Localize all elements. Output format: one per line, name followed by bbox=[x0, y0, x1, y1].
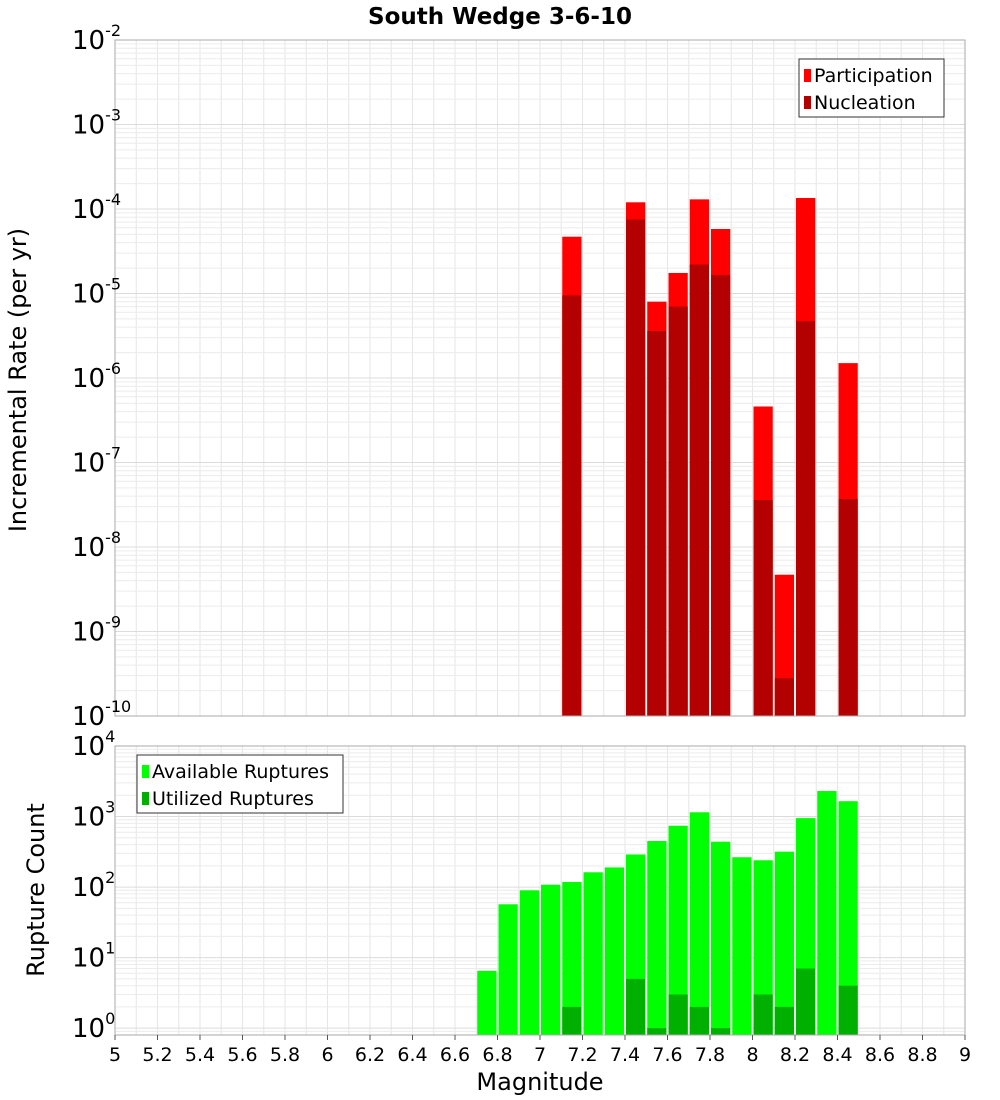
x-tick-label: 9 bbox=[959, 1044, 971, 1066]
x-tick-label: 6 bbox=[321, 1044, 333, 1066]
bar bbox=[519, 890, 539, 1035]
bar bbox=[604, 867, 624, 1035]
bar bbox=[647, 841, 667, 1035]
bar bbox=[647, 1028, 667, 1035]
x-tick-label: 8.2 bbox=[780, 1044, 810, 1066]
bar bbox=[498, 904, 518, 1035]
bar bbox=[774, 1006, 794, 1035]
bar bbox=[711, 1028, 731, 1035]
bar bbox=[796, 968, 816, 1035]
y-tick-label: 10-6 bbox=[72, 359, 121, 394]
bar bbox=[689, 264, 709, 716]
bar bbox=[477, 970, 497, 1035]
bar bbox=[796, 321, 816, 716]
bar bbox=[817, 791, 837, 1035]
bar bbox=[753, 860, 773, 1035]
bar bbox=[626, 219, 646, 717]
legend: Available Ruptures Utilized Ruptures bbox=[136, 754, 344, 814]
x-tick-label: 6.8 bbox=[482, 1044, 512, 1066]
plot-frame bbox=[114, 39, 966, 717]
y-tick-label: 10-9 bbox=[72, 613, 121, 648]
y-tick-label: 101 bbox=[72, 939, 115, 974]
count-y-axis-title: Rupture Count bbox=[22, 803, 50, 977]
y-tick-label: 103 bbox=[72, 798, 115, 833]
bar bbox=[668, 994, 688, 1035]
bar bbox=[647, 330, 667, 716]
rate-y-axis-title: Incremental Rate (per yr) bbox=[4, 228, 32, 532]
legend-label: Utilized Ruptures bbox=[152, 788, 314, 810]
legend-label: Nucleation bbox=[814, 92, 916, 114]
x-tick-label: 8 bbox=[746, 1044, 758, 1066]
bar bbox=[668, 825, 688, 1035]
legend-swatch bbox=[804, 69, 811, 82]
y-tick-label: 10-8 bbox=[72, 528, 121, 563]
x-tick-label: 5.6 bbox=[227, 1044, 257, 1066]
legend-box bbox=[798, 58, 945, 118]
bar bbox=[838, 498, 858, 716]
legend-swatch bbox=[142, 792, 149, 805]
bar bbox=[711, 275, 731, 716]
x-tick-label: 8.4 bbox=[822, 1044, 852, 1066]
bar bbox=[838, 985, 858, 1035]
legend-swatch bbox=[142, 765, 149, 778]
chart-title: South Wedge 3-6-10 bbox=[368, 4, 632, 30]
bar bbox=[689, 1006, 709, 1035]
legend-label: Available Ruptures bbox=[152, 761, 329, 783]
x-tick-label: 5.8 bbox=[270, 1044, 300, 1066]
x-tick-label: 7.8 bbox=[695, 1044, 725, 1066]
bar bbox=[541, 884, 561, 1035]
bar bbox=[689, 812, 709, 1035]
y-tick-label: 10-5 bbox=[72, 275, 121, 310]
y-tick-label: 104 bbox=[72, 727, 115, 762]
rate-panel: 10-10 10-9 10-8 10-7 10-6 10-5 10-4 10-3 10-2 Par… bbox=[72, 21, 966, 732]
legend: Participation Nucleation bbox=[798, 58, 945, 118]
bar bbox=[774, 678, 794, 716]
y-tick-label: 10-10 bbox=[72, 697, 131, 732]
y-tick-label: 10-7 bbox=[72, 444, 121, 479]
series-front bbox=[562, 219, 858, 717]
legend-label: Participation bbox=[814, 65, 933, 87]
legend-swatch bbox=[804, 96, 811, 109]
series-front bbox=[562, 968, 858, 1035]
legend-box bbox=[136, 754, 344, 814]
x-tick-label: 7.4 bbox=[610, 1044, 640, 1066]
rupture-count-panel: 100 101 102 103 104 Available Ruptures Utilize… bbox=[72, 727, 971, 1066]
x-tick-label: 5.4 bbox=[185, 1044, 215, 1066]
x-tick-label: 7.6 bbox=[652, 1044, 682, 1066]
bar bbox=[562, 1006, 582, 1035]
bar bbox=[753, 994, 773, 1035]
bar bbox=[626, 978, 646, 1035]
x-tick-label: 8.8 bbox=[907, 1044, 937, 1066]
x-tick-label: 8.6 bbox=[865, 1044, 895, 1066]
x-tick-label: 5 bbox=[109, 1044, 121, 1066]
x-tick-label: 5.2 bbox=[142, 1044, 172, 1066]
bar bbox=[732, 857, 752, 1035]
grid bbox=[114, 39, 966, 717]
bar bbox=[562, 295, 582, 716]
bar bbox=[711, 841, 731, 1035]
y-tick-label: 102 bbox=[72, 868, 115, 903]
y-tick-label: 10-2 bbox=[72, 21, 121, 56]
bar bbox=[562, 882, 582, 1035]
x-tick-label: 7 bbox=[534, 1044, 546, 1066]
y-tick-label: 10-3 bbox=[72, 106, 121, 141]
bar bbox=[583, 872, 603, 1035]
x-tick-label: 6.4 bbox=[397, 1044, 427, 1066]
x-tick-label: 6.6 bbox=[440, 1044, 470, 1066]
y-tick-label: 100 bbox=[72, 1009, 115, 1044]
bar bbox=[753, 499, 773, 716]
x-axis-title: Magnitude bbox=[476, 1068, 603, 1096]
bar bbox=[838, 801, 858, 1035]
bar bbox=[668, 306, 688, 716]
bar bbox=[774, 851, 794, 1035]
y-tick-label: 10-4 bbox=[72, 190, 121, 225]
series-back bbox=[477, 791, 858, 1035]
x-tick-label: 7.2 bbox=[567, 1044, 597, 1066]
x-tick-label: 6.2 bbox=[355, 1044, 385, 1066]
